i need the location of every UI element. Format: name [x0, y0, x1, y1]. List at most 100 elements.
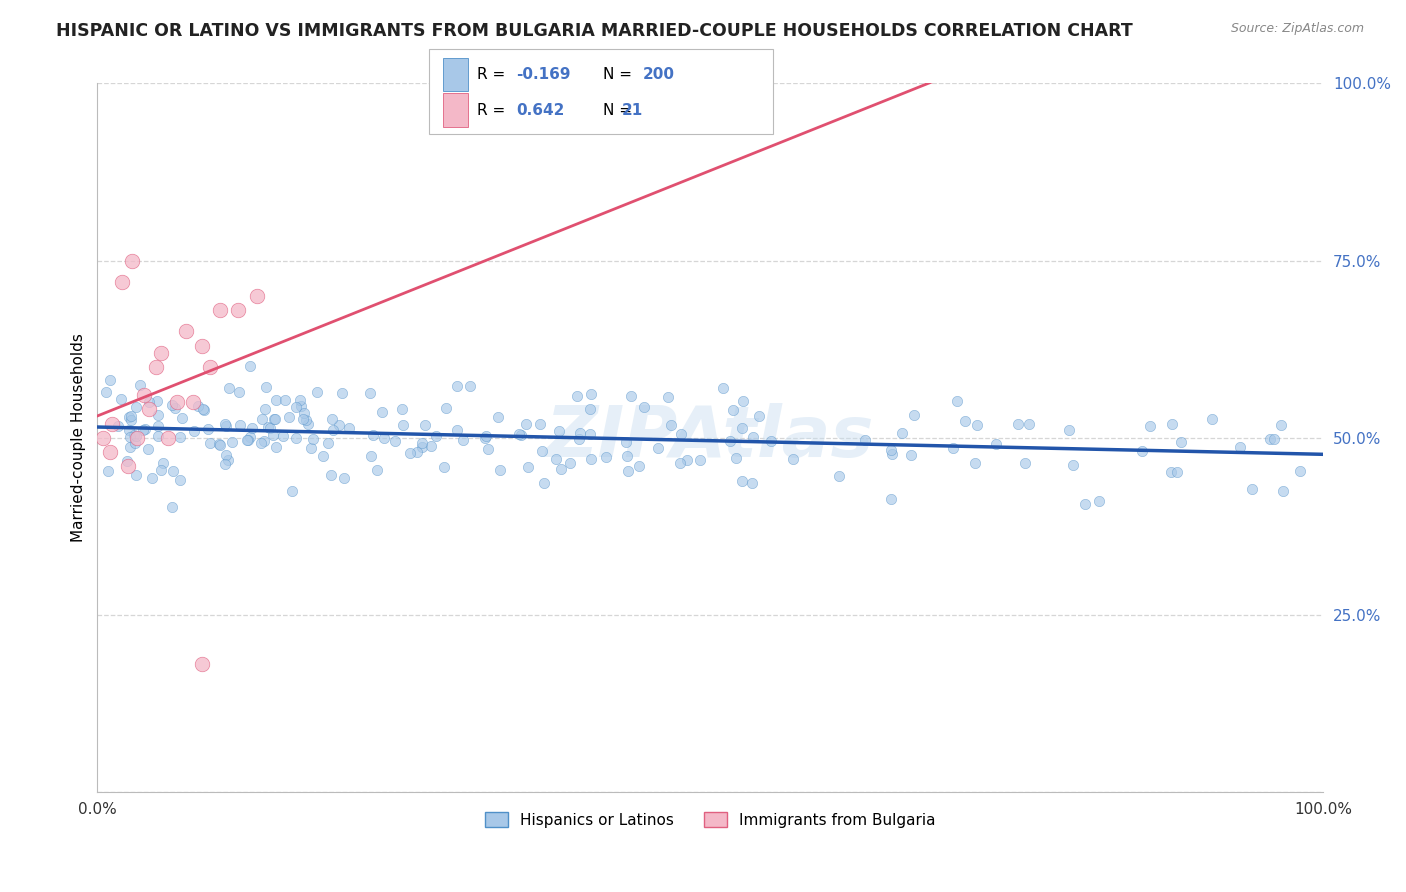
Point: [1088, 493, 1111, 508]
Point: [946, 394, 969, 409]
Point: [124, 400, 146, 414]
Point: [132, 423, 155, 437]
Point: [169, 430, 191, 444]
Point: [263, 412, 285, 426]
Point: [647, 441, 669, 455]
Point: [193, 403, 215, 417]
Point: [250, 412, 273, 426]
Point: [425, 429, 447, 443]
Point: [984, 436, 1007, 450]
Point: [118, 424, 141, 438]
Point: [274, 392, 297, 407]
Point: [1240, 482, 1263, 496]
Point: [669, 426, 692, 441]
Point: [530, 444, 553, 458]
Point: [214, 417, 236, 432]
Point: [434, 401, 457, 416]
Point: [731, 474, 754, 488]
Text: R =: R =: [477, 103, 510, 118]
Text: R =: R =: [477, 67, 510, 82]
Point: [963, 456, 986, 470]
Point: [1057, 424, 1080, 438]
Point: [730, 421, 752, 435]
Point: [337, 421, 360, 435]
Point: [235, 434, 257, 448]
Point: [391, 401, 413, 416]
Point: [93, 431, 115, 445]
Point: [98, 373, 121, 387]
Point: [900, 448, 922, 462]
Point: [486, 410, 509, 425]
Point: [616, 435, 638, 450]
Point: [853, 433, 876, 447]
Point: [136, 442, 159, 456]
Point: [138, 394, 160, 409]
Text: Source: ZipAtlas.com: Source: ZipAtlas.com: [1230, 22, 1364, 36]
Point: [150, 345, 173, 359]
Point: [125, 431, 148, 445]
Point: [215, 448, 238, 462]
Point: [489, 463, 512, 477]
Point: [330, 386, 353, 401]
Point: [264, 440, 287, 454]
Point: [548, 424, 571, 438]
Point: [121, 253, 143, 268]
Point: [183, 424, 205, 438]
Point: [391, 418, 413, 433]
Point: [146, 393, 169, 408]
Point: [689, 452, 711, 467]
Point: [516, 460, 538, 475]
Point: [111, 275, 134, 289]
Point: [107, 419, 129, 434]
Point: [413, 418, 436, 433]
Point: [515, 417, 537, 431]
Point: [229, 418, 252, 433]
Point: [1062, 458, 1084, 473]
Point: [321, 467, 343, 482]
Point: [110, 392, 132, 407]
Point: [579, 401, 602, 416]
Point: [384, 434, 406, 448]
Point: [273, 428, 295, 442]
Point: [129, 378, 152, 392]
Point: [333, 471, 356, 485]
Point: [122, 427, 145, 442]
Point: [117, 458, 139, 473]
Point: [94, 385, 117, 400]
Point: [1073, 497, 1095, 511]
Text: HISPANIC OR LATINO VS IMMIGRANTS FROM BULGARIA MARRIED-COUPLE HOUSEHOLDS CORRELA: HISPANIC OR LATINO VS IMMIGRANTS FROM BU…: [56, 22, 1133, 40]
Point: [657, 390, 679, 404]
Point: [1170, 434, 1192, 449]
Point: [307, 385, 329, 400]
Point: [560, 456, 582, 470]
Point: [152, 456, 174, 470]
Point: [550, 462, 572, 476]
Point: [565, 389, 588, 403]
Point: [371, 405, 394, 419]
Point: [405, 445, 427, 459]
Point: [312, 450, 335, 464]
Point: [508, 426, 530, 441]
Text: N =: N =: [603, 67, 637, 82]
Point: [1007, 417, 1029, 431]
Point: [198, 436, 221, 450]
Point: [328, 417, 350, 432]
Text: ZIPAtlas: ZIPAtlas: [546, 403, 875, 472]
Point: [1018, 417, 1040, 431]
Point: [1160, 465, 1182, 479]
Point: [953, 414, 976, 428]
Point: [579, 452, 602, 467]
Point: [741, 476, 763, 491]
Point: [290, 392, 312, 407]
Point: [295, 413, 318, 427]
Point: [616, 450, 638, 464]
Point: [1201, 412, 1223, 426]
Point: [125, 468, 148, 483]
Point: [1270, 418, 1292, 433]
Point: [533, 475, 555, 490]
Point: [190, 657, 212, 672]
Point: [595, 450, 617, 465]
Point: [659, 418, 682, 433]
Point: [568, 426, 591, 441]
Point: [208, 303, 231, 318]
